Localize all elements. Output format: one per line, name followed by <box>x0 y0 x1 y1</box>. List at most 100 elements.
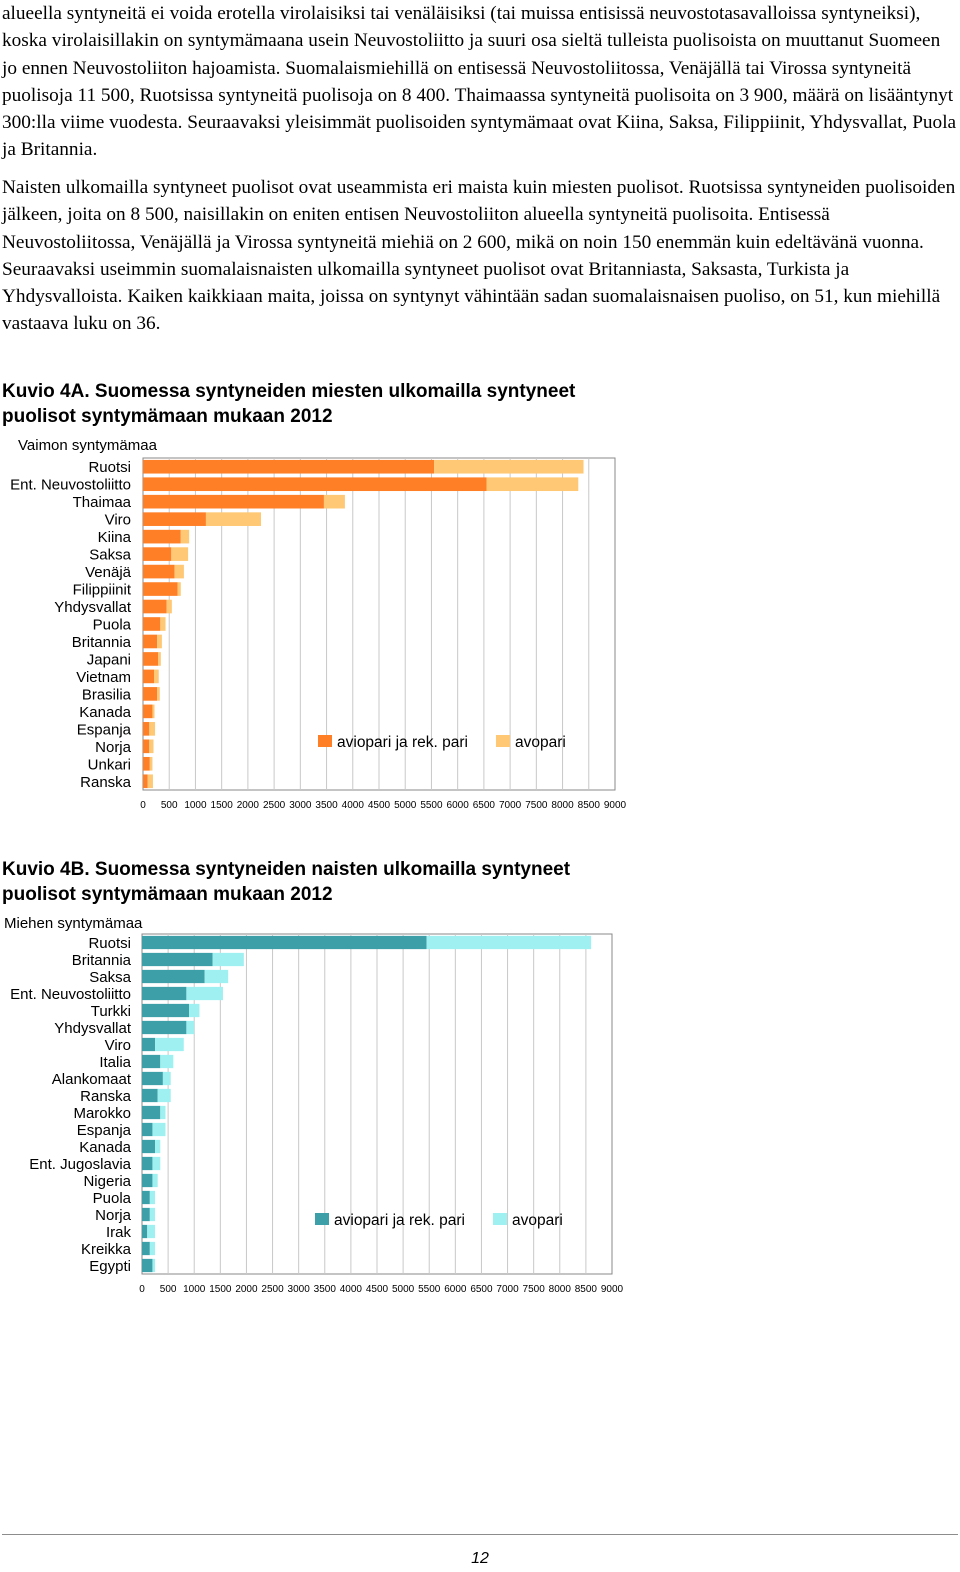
chart-4b-bar-avopari <box>186 1020 195 1035</box>
chart-4b-bar-avopari <box>152 1173 158 1188</box>
chart-4a-x-tick-label: 1500 <box>211 800 234 811</box>
chart-4a-category-label: Filippiinit <box>73 582 132 599</box>
chart-4a-category-label: Puola <box>93 617 132 634</box>
page-number: 12 <box>471 1550 489 1567</box>
chart-4a-bar-avopari <box>174 564 184 579</box>
chart-4b-category-label: Nigeria <box>83 1173 131 1190</box>
chart-4b-category-label: Puola <box>93 1190 132 1207</box>
chart-4a-bar-aviopari <box>143 617 161 631</box>
chart-4b-category-label: Espanja <box>77 1122 132 1139</box>
chart-4b-bar-aviopari <box>142 1071 163 1086</box>
chart-4a-bar-aviopari <box>143 599 167 614</box>
chart-4b-x-tick-label: 7500 <box>523 1284 546 1295</box>
chart-4a-x-tick-label: 4500 <box>368 800 391 811</box>
chart-4b-x-tick-label: 5500 <box>418 1284 441 1295</box>
chart-4b-x-tick-label: 4500 <box>366 1284 389 1295</box>
chart-4b-bar-avopari <box>155 1139 161 1154</box>
chart-4a-bar-avopari <box>149 739 154 754</box>
chart-4b-category-label: Kanada <box>79 1139 131 1156</box>
chart-4a-x-tick-label: 500 <box>161 800 178 811</box>
chart-4b-x-tick-label: 8000 <box>549 1284 572 1295</box>
chart-4a-legend-label: aviopari ja rek. pari <box>337 734 468 751</box>
chart-4a-x-tick-label: 1000 <box>184 800 207 811</box>
chart-4b-y-axis-label: Miehen syntymämaa <box>4 915 143 932</box>
chart-4b-legend-label: aviopari ja rek. pari <box>334 1212 465 1229</box>
chart-4a-bar-avopari <box>205 512 261 526</box>
chart-4a-category-label: Kiina <box>98 529 132 546</box>
chart-4b-bar-avopari <box>212 952 244 967</box>
chart-4b-bar-aviopari <box>142 935 427 950</box>
chart-4b-x-tick-label: 7000 <box>496 1284 519 1295</box>
chart-4a-category-label: Ent. Neuvostoliitto <box>10 477 131 494</box>
chart-4a-legend-swatch <box>496 735 510 747</box>
paragraph-2: Naisten ulkomailla syntyneet puolisot ov… <box>2 177 956 335</box>
chart-4a-x-tick-label: 8500 <box>578 800 601 811</box>
chart-4a-category-label: Britannia <box>72 634 132 651</box>
chart-4a-x-tick-label: 9000 <box>604 800 627 811</box>
chart-4b-bar-avopari <box>162 1071 171 1086</box>
chart-4b-category-label: Norja <box>95 1207 132 1224</box>
chart-4a-bar-aviopari <box>143 547 172 561</box>
chart-4a-bar-aviopari <box>143 529 181 544</box>
chart-4a-bar-aviopari <box>143 582 178 596</box>
chart-4b-bar-aviopari <box>142 1122 153 1137</box>
chart-4a-bar-avopari <box>157 687 160 701</box>
chart-4b-category-label: Marokko <box>73 1105 131 1122</box>
chart-4a-bar-avopari <box>152 704 155 719</box>
chart-4b-x-tick-label: 9000 <box>601 1284 624 1295</box>
chart-4b-category-label: Ruotsi <box>88 935 131 952</box>
chart-4a-category-label: Unkari <box>88 756 131 773</box>
chart-4b-bar-avopari <box>147 1224 156 1239</box>
chart-4b-category-label: Saksa <box>89 969 131 986</box>
chart-4a-category-label: Espanja <box>77 721 132 738</box>
chart-4b-bar-aviopari <box>142 1037 156 1052</box>
chart-4b-bar-avopari <box>149 1190 156 1205</box>
chart-4a-x-tick-label: 7500 <box>525 800 548 811</box>
chart-4b-bar-avopari <box>152 1122 166 1137</box>
chart-4b-x-tick-label: 0 <box>139 1284 145 1295</box>
chart-4a-bar-avopari <box>323 494 345 509</box>
chart-4a-x-tick-label: 6000 <box>447 800 470 811</box>
chart-4a-bar-avopari <box>180 529 190 544</box>
figure-4b-title-line-1: Kuvio 4B. Suomessa syntyneiden naisten u… <box>2 859 571 880</box>
chart-4a-bar-avopari <box>177 582 181 596</box>
chart-4b-bar-avopari <box>426 935 592 950</box>
chart-4b-bar-aviopari <box>142 1207 150 1222</box>
chart-4a-bar-avopari <box>149 722 156 736</box>
chart-4b-category-label: Britannia <box>72 952 132 969</box>
chart-4b-bar-aviopari <box>142 1139 156 1154</box>
chart-4b-x-tick-label: 6500 <box>470 1284 493 1295</box>
chart-4b-bar-aviopari <box>142 1088 158 1103</box>
chart-4b-bar-avopari <box>155 1037 184 1052</box>
chart-4a-bar-aviopari <box>143 634 158 649</box>
chart-4a-x-tick-label: 5500 <box>420 800 443 811</box>
chart-4a-category-label: Yhdysvallat <box>54 599 132 616</box>
chart-4a-x-tick-label: 3500 <box>315 800 338 811</box>
chart-4a-bar-avopari <box>158 652 161 666</box>
chart-4a-bar-aviopari <box>143 669 155 684</box>
chart-4b-bar-aviopari <box>142 969 205 984</box>
chart-4a-bar-aviopari <box>143 477 487 492</box>
chart-4a-bar-aviopari <box>143 704 153 719</box>
chart-4a-x-tick-label: 6500 <box>473 800 496 811</box>
chart-4a-category-label: Ranska <box>80 774 132 791</box>
chart-4a-x-tick-label: 5000 <box>394 800 417 811</box>
chart-4a-category-label: Viro <box>105 512 131 529</box>
chart-4a-bar-avopari <box>154 669 159 684</box>
chart-4b-bar-avopari <box>149 1207 156 1222</box>
chart-4a-bar-aviopari <box>143 774 148 789</box>
chart-4a-category-label: Venäjä <box>85 564 132 581</box>
chart-4a-x-tick-label: 2000 <box>237 800 260 811</box>
chart-4b-bar-aviopari <box>142 952 213 967</box>
chart-4b-legend-swatch <box>315 1213 329 1225</box>
chart-4b-bar-avopari <box>160 1105 166 1120</box>
chart-4b-x-tick-label: 2500 <box>261 1284 284 1295</box>
chart-4b-category-label: Alankomaat <box>52 1071 132 1088</box>
chart-4a-legend-swatch <box>318 735 332 747</box>
chart-4b-bar-aviopari <box>142 1156 153 1171</box>
chart-4b-bar-avopari <box>152 1258 156 1273</box>
chart-4b-legend-label: avopari <box>512 1212 563 1229</box>
chart-4b-category-label: Italia <box>99 1054 131 1071</box>
chart-4a-bar-aviopari <box>143 652 159 666</box>
